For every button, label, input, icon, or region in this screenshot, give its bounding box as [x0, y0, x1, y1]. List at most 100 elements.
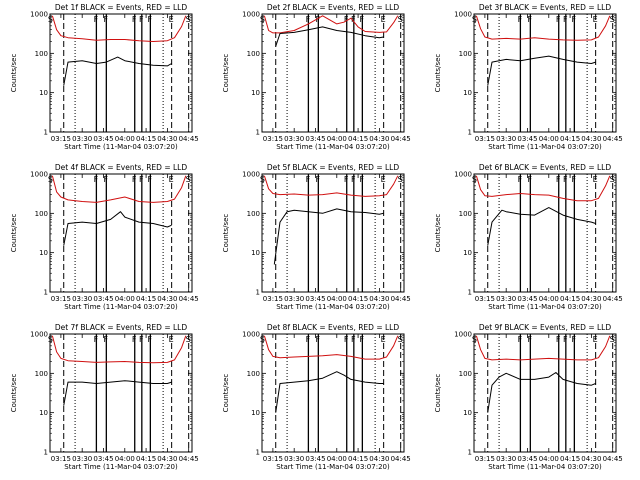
marker-label: S: [260, 15, 265, 24]
x-tick-label: 04:00: [539, 135, 559, 143]
y-tick-label: 1: [44, 289, 48, 297]
series-group: [475, 175, 611, 246]
y-axis-label: Counts/sec: [222, 54, 230, 93]
plot-frame: [473, 173, 617, 293]
marker-label: F: [351, 175, 356, 184]
plot-frame: [49, 13, 193, 133]
marker-label: F: [360, 15, 365, 24]
marker-label: S: [260, 335, 265, 344]
chart-panel-5: Det 5f BLACK = Events, RED = LLD 1 10 100 10…: [222, 163, 411, 311]
x-tick-label: 03:15: [475, 455, 495, 463]
chart-title: Det 5f BLACK = Events, RED = LLD: [267, 163, 400, 172]
marker-label: S: [472, 335, 477, 344]
x-axis-label: Start Time (11-Mar-04 03:07:20): [488, 463, 602, 471]
y-tick-label: 10: [251, 409, 260, 417]
series-group: [263, 175, 399, 265]
series-line-events: [275, 26, 384, 47]
y-tick-label: 1000: [30, 331, 48, 339]
marker-label: F: [360, 175, 365, 184]
marker-label: F: [306, 15, 311, 24]
x-tick-label: 04:45: [603, 135, 623, 143]
plot-frame: [49, 333, 193, 453]
y-tick-label: 1: [468, 129, 472, 137]
y-tick-label: 10: [39, 409, 48, 417]
marker-label: E: [593, 175, 598, 184]
marker-label: S: [48, 335, 53, 344]
y-tick-label: 1: [44, 449, 48, 457]
y-tick-label: 100: [459, 50, 472, 58]
marker-label: F: [351, 335, 356, 344]
marker-label: F: [132, 175, 137, 184]
marker-label: S: [186, 175, 191, 184]
plot-frame: [473, 13, 617, 133]
marker-label: S: [398, 335, 403, 344]
x-tick-label: 04:00: [539, 295, 559, 303]
marker-label: F: [518, 15, 523, 24]
marker-label: F: [572, 175, 577, 184]
plot-frame: [261, 173, 405, 293]
marker-label: E: [593, 335, 598, 344]
marker-label: E: [381, 175, 386, 184]
marker-label: F: [132, 335, 137, 344]
chart-panel-3: Det 3f BLACK = Events, RED = LLD 1 10 100 10…: [434, 3, 623, 151]
x-tick-label: 04:15: [560, 135, 580, 143]
x-tick-label: 04:30: [369, 455, 389, 463]
y-tick-label: 10: [251, 89, 260, 97]
x-axis-label: Start Time (11-Mar-04 03:07:20): [64, 463, 178, 471]
x-tick-label: 04:30: [157, 135, 177, 143]
marker-label: S: [398, 15, 403, 24]
marker-label: F: [104, 335, 109, 344]
marker-label: S: [610, 175, 615, 184]
marker-label: F: [94, 15, 99, 24]
x-axis-label: Start Time (11-Mar-04 03:07:20): [64, 143, 178, 151]
series-line-events: [273, 208, 384, 265]
y-tick-label: 100: [35, 370, 48, 378]
marker-label: F: [556, 335, 561, 344]
chart-panel-7: Det 7f BLACK = Events, RED = LLD 1 10 100 10…: [10, 323, 199, 471]
x-tick-label: 04:15: [560, 295, 580, 303]
marker-label: F: [572, 335, 577, 344]
series-line-lld: [475, 175, 611, 202]
x-tick-label: 03:30: [72, 455, 92, 463]
x-tick-label: 03:30: [72, 295, 92, 303]
x-tick-label: 04:15: [348, 455, 368, 463]
series-line-lld: [263, 335, 399, 360]
x-tick-label: 03:30: [496, 135, 516, 143]
marker-label: F: [316, 15, 321, 24]
chart-title: Det 9f BLACK = Events, RED = LLD: [479, 323, 612, 332]
y-tick-label: 1000: [454, 171, 472, 179]
x-tick-label: 04:30: [581, 295, 601, 303]
y-tick-label: 1: [468, 449, 472, 457]
marker-label: S: [48, 175, 53, 184]
y-tick-label: 1000: [454, 331, 472, 339]
y-tick-label: 10: [39, 249, 48, 257]
x-tick-label: 03:45: [305, 135, 325, 143]
x-tick-label: 03:30: [284, 295, 304, 303]
plot-frame: [49, 173, 193, 293]
marker-label: F: [306, 335, 311, 344]
y-axis-label: Counts/sec: [222, 374, 230, 413]
series-line-lld: [51, 15, 187, 42]
marker-label: F: [94, 175, 99, 184]
x-tick-label: 04:45: [179, 135, 199, 143]
y-tick-label: 10: [463, 409, 472, 417]
x-tick-label: 04:45: [391, 455, 411, 463]
series-line-events: [275, 371, 384, 413]
series-group: [263, 335, 399, 413]
series-group: [475, 15, 611, 86]
y-tick-label: 1: [256, 289, 260, 297]
series-line-events: [487, 55, 596, 86]
y-tick-label: 100: [35, 210, 48, 218]
x-tick-label: 03:30: [496, 455, 516, 463]
x-axis-label: Start Time (11-Mar-04 03:07:20): [488, 303, 602, 311]
marker-label: F: [344, 335, 349, 344]
x-tick-label: 03:45: [93, 135, 113, 143]
y-tick-label: 10: [39, 89, 48, 97]
y-axis-label: Counts/sec: [10, 374, 18, 413]
marker-label: F: [518, 335, 523, 344]
marker-label: F: [351, 15, 356, 24]
chart-panel-9: Det 9f BLACK = Events, RED = LLD 1 10 100 10…: [434, 323, 623, 471]
x-tick-label: 04:00: [539, 455, 559, 463]
marker-label: S: [48, 15, 53, 24]
marker-label: E: [381, 335, 386, 344]
